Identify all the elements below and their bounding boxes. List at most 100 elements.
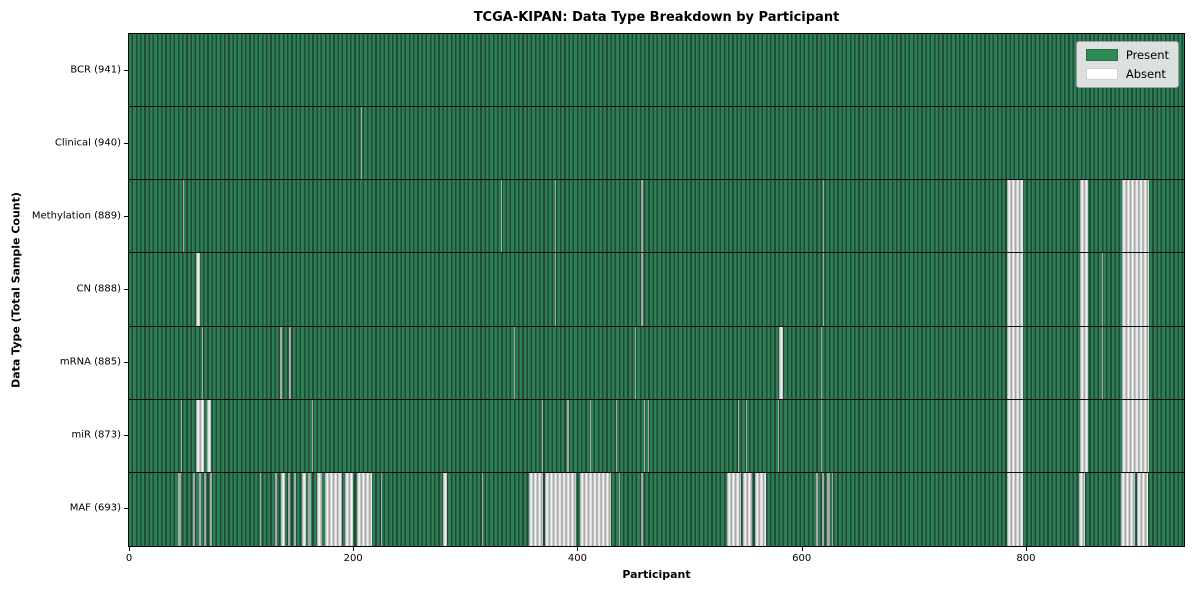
- absent-stripe: [822, 180, 825, 253]
- absent-stripe: [1122, 253, 1150, 326]
- absent-stripe: [289, 326, 291, 399]
- y-tick-label-mRNA: mRNA (885): [59, 356, 121, 368]
- x-axis-label: Participant: [622, 568, 691, 581]
- absent-stripe: [1006, 399, 1023, 472]
- absent-stripe: [501, 180, 503, 253]
- absent-stripe: [1079, 180, 1088, 253]
- absent-stripe: [579, 472, 612, 546]
- absent-stripe: [1136, 472, 1149, 546]
- absent-stripe: [301, 472, 307, 546]
- absent-stripe: [779, 326, 783, 399]
- absent-stripe: [737, 399, 739, 472]
- x-tick-label-600: 600: [792, 553, 812, 564]
- absent-stripe: [821, 472, 825, 546]
- absent-stripe: [182, 180, 184, 253]
- absent-stripe: [555, 253, 557, 326]
- absent-stripe: [529, 472, 543, 546]
- heatmap-row-Clinical: [129, 107, 1184, 181]
- absent-stripe: [317, 472, 322, 546]
- absent-stripe: [778, 399, 780, 472]
- legend-label-present: Present: [1125, 48, 1169, 62]
- absent-stripe: [827, 472, 830, 546]
- absent-stripe: [816, 472, 819, 546]
- absent-stripe: [204, 472, 207, 546]
- absent-stripe: [643, 399, 645, 472]
- absent-stripe: [618, 472, 621, 546]
- absent-stripe: [1006, 253, 1023, 326]
- y-tick-label-miR: miR (873): [71, 429, 121, 441]
- x-tick-mark: [353, 547, 355, 551]
- absent-stripe: [207, 399, 211, 472]
- absent-stripe: [648, 399, 650, 472]
- absent-stripe: [192, 472, 196, 546]
- absent-stripe: [1078, 472, 1086, 546]
- absent-stripe: [196, 399, 205, 472]
- absent-stripe: [361, 107, 363, 180]
- absent-stripe: [260, 472, 262, 546]
- y-tick-label-Methylation: Methylation (889): [31, 210, 121, 222]
- absent-stripe: [726, 472, 742, 546]
- absent-stripe: [381, 472, 383, 546]
- absent-stripe: [634, 326, 636, 399]
- y-tick-label-CN: CN (888): [76, 283, 121, 295]
- absent-stripe: [1006, 326, 1023, 399]
- absent-stripe: [293, 472, 297, 546]
- absent-stripe: [820, 399, 822, 472]
- legend: Present Absent: [1075, 41, 1179, 88]
- absent-stripe: [1006, 472, 1023, 546]
- y-tick-mark: [124, 435, 128, 437]
- heatmap-row-CN: [129, 253, 1184, 327]
- absent-stripe: [1121, 472, 1135, 546]
- y-tick-label-BCR: BCR (941): [70, 64, 121, 76]
- absent-stripe: [1079, 399, 1088, 472]
- absent-stripe: [754, 472, 766, 546]
- plot-area: Present Absent: [128, 33, 1185, 547]
- y-tick-mark: [124, 362, 128, 364]
- x-tick-mark: [1025, 547, 1027, 551]
- present-swatch-icon: [1085, 49, 1118, 61]
- absent-stripe: [745, 399, 747, 472]
- absent-stripe: [1006, 180, 1023, 253]
- absent-stripe: [482, 472, 484, 546]
- absent-stripe: [615, 399, 617, 472]
- y-tick-mark: [124, 69, 128, 71]
- legend-item-present: Present: [1085, 48, 1169, 62]
- x-tick-mark: [801, 547, 803, 551]
- absent-stripe: [178, 472, 181, 546]
- x-tick-label-200: 200: [343, 553, 363, 564]
- absent-stripe: [641, 180, 643, 253]
- y-tick-mark: [124, 508, 128, 510]
- x-tick-label-0: 0: [125, 553, 133, 564]
- absent-stripe: [1079, 326, 1088, 399]
- y-tick-mark: [124, 215, 128, 217]
- legend-label-absent: Absent: [1125, 67, 1166, 81]
- absent-stripe: [356, 472, 373, 546]
- legend-item-absent: Absent: [1085, 67, 1169, 81]
- absent-stripe: [822, 253, 825, 326]
- absent-stripe: [1122, 326, 1150, 399]
- absent-stripe: [544, 472, 577, 546]
- absent-stripe: [288, 472, 291, 546]
- absent-stripe: [308, 472, 311, 546]
- absent-stripe: [209, 472, 212, 546]
- y-tick-mark: [124, 142, 128, 144]
- absent-stripe: [555, 180, 557, 253]
- absent-stripe: [180, 399, 182, 472]
- absent-stripe: [1102, 326, 1104, 399]
- heatmap-row-MAF: [129, 472, 1184, 546]
- absent-stripe: [1079, 253, 1088, 326]
- chart-title: TCGA-KIPAN: Data Type Breakdown by Parti…: [473, 10, 840, 25]
- absent-stripe: [311, 399, 313, 472]
- y-tick-label-MAF: MAF (693): [69, 502, 121, 514]
- absent-stripe: [1122, 180, 1150, 253]
- absent-stripe: [345, 472, 354, 546]
- heatmap-row-mRNA: [129, 326, 1184, 400]
- absent-stripe: [513, 326, 515, 399]
- absent-stripe: [274, 472, 277, 546]
- x-tick-label-400: 400: [567, 553, 587, 564]
- absent-stripe: [820, 326, 822, 399]
- absent-stripe: [743, 472, 753, 546]
- absent-stripe: [1122, 399, 1150, 472]
- absent-stripe: [198, 472, 201, 546]
